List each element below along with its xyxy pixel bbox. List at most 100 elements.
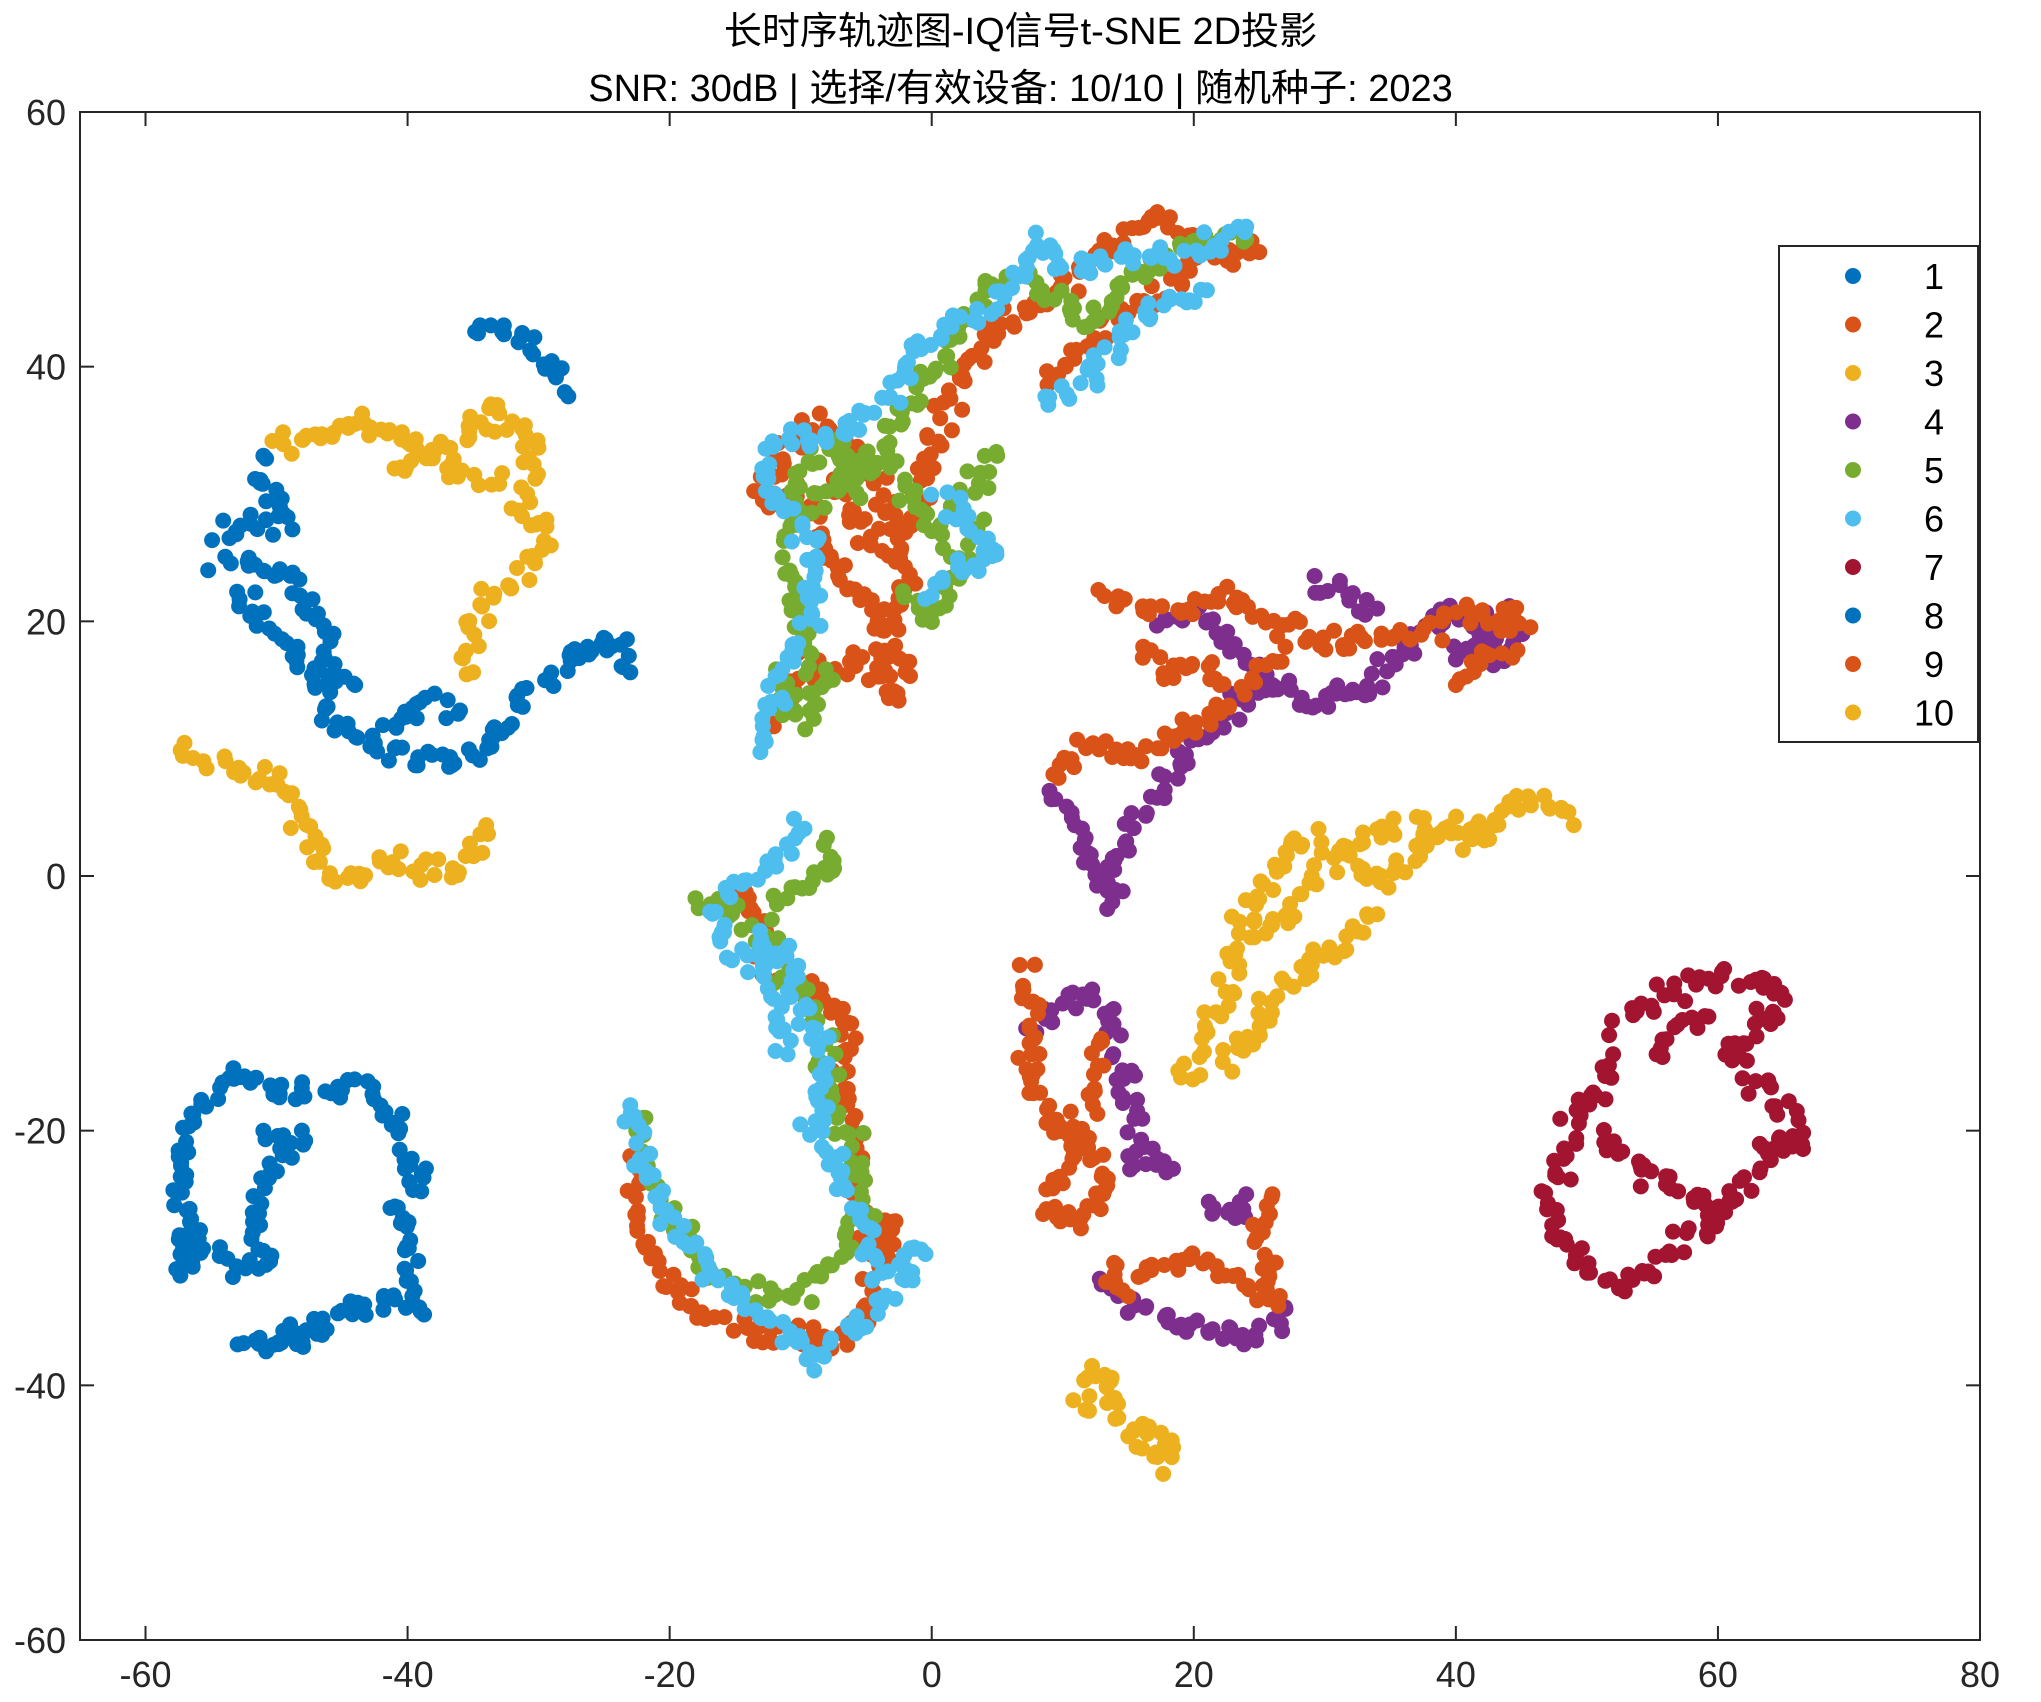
point-series-3	[283, 445, 300, 462]
point-series-6	[828, 1149, 845, 1166]
point-series-8	[304, 591, 321, 608]
point-series-1	[248, 1208, 264, 1225]
point-series-9	[1140, 606, 1157, 623]
point-series-8	[548, 369, 564, 386]
point-series-7	[1556, 1140, 1573, 1157]
point-series-10	[1313, 834, 1330, 851]
point-series-4	[1105, 1046, 1122, 1063]
point-series-10	[1355, 824, 1371, 841]
point-series-6	[1088, 370, 1105, 387]
point-series-7	[1605, 1046, 1622, 1063]
point-series-10	[1386, 826, 1403, 843]
point-series-10	[1388, 852, 1405, 869]
point-series-8	[452, 702, 468, 719]
point-series-5	[805, 710, 822, 727]
point-series-3	[481, 613, 498, 630]
point-series-4	[1068, 1000, 1084, 1017]
point-series-1	[224, 1269, 241, 1285]
point-series-7	[1740, 1085, 1757, 1102]
point-series-4	[1100, 1013, 1117, 1030]
point-series-8	[309, 605, 326, 622]
point-series-8	[266, 625, 283, 642]
point-series-5	[852, 490, 869, 507]
point-series-1	[394, 1106, 411, 1122]
point-series-4	[1090, 874, 1107, 891]
point-series-10	[1303, 956, 1320, 973]
point-series-8	[268, 481, 285, 498]
point-series-10	[1165, 1439, 1182, 1456]
point-series-6	[616, 1113, 633, 1130]
point-series-4	[1447, 651, 1464, 668]
point-series-6	[755, 963, 772, 980]
point-series-7	[1747, 1073, 1764, 1090]
point-series-4	[1112, 1027, 1129, 1044]
point-series-7	[1689, 1020, 1706, 1036]
point-series-7	[1547, 1164, 1564, 1181]
point-series-7	[1654, 1049, 1671, 1065]
point-series-1	[401, 1173, 418, 1190]
point-series-6	[1053, 259, 1070, 276]
point-series-10	[1432, 824, 1449, 841]
point-series-6	[1082, 265, 1099, 282]
point-series-6	[897, 1272, 914, 1289]
point-series-5	[780, 1287, 797, 1304]
point-series-2	[852, 513, 869, 530]
x-tick-label: -60	[120, 1654, 172, 1695]
point-series-8	[503, 716, 520, 732]
point-series-5	[818, 483, 835, 500]
y-tick-label: 20	[26, 601, 66, 642]
point-series-10	[1214, 1054, 1231, 1070]
point-series-8	[217, 548, 234, 565]
point-series-1	[261, 1155, 278, 1172]
point-series-6	[1173, 291, 1190, 308]
point-series-9	[1247, 674, 1263, 691]
point-series-8	[247, 471, 264, 487]
point-series-10	[1329, 864, 1346, 881]
point-series-3	[430, 851, 447, 868]
point-series-8	[394, 739, 411, 756]
point-series-4	[1344, 585, 1361, 602]
point-series-4	[1076, 831, 1093, 848]
point-series-7	[1680, 1220, 1697, 1237]
point-series-8	[289, 659, 306, 676]
series-7	[1533, 961, 1812, 1300]
point-series-5	[926, 364, 943, 380]
point-series-3	[511, 502, 527, 519]
point-series-8	[242, 515, 259, 532]
point-series-2	[992, 316, 1009, 332]
point-series-6	[887, 1290, 904, 1307]
point-series-2	[890, 528, 906, 545]
point-series-6	[711, 929, 728, 946]
point-series-6	[1096, 256, 1113, 272]
point-series-6	[1118, 311, 1134, 328]
point-series-5	[801, 658, 817, 675]
point-series-1	[346, 1071, 363, 1088]
point-series-9	[1032, 1084, 1049, 1101]
point-series-9	[1095, 1146, 1112, 1163]
point-series-4	[1308, 697, 1325, 714]
point-series-10	[1273, 970, 1290, 987]
point-series-4	[1158, 1307, 1175, 1324]
point-series-1	[168, 1261, 185, 1278]
point-series-6	[975, 551, 992, 568]
x-tick-label: 0	[922, 1654, 942, 1695]
point-series-6	[808, 1088, 825, 1105]
point-series-2	[919, 427, 936, 444]
point-series-6	[655, 1182, 671, 1199]
point-series-6	[880, 389, 897, 406]
point-series-10	[1487, 817, 1504, 834]
point-series-9	[1156, 1257, 1173, 1273]
point-series-5	[1114, 279, 1131, 296]
point-series-9	[1219, 578, 1236, 595]
point-series-3	[520, 450, 537, 467]
legend-label-5: 5	[1924, 450, 1944, 491]
point-series-7	[1666, 975, 1683, 992]
point-series-7	[1724, 1052, 1741, 1069]
point-series-6	[783, 533, 800, 550]
point-series-9	[1091, 741, 1108, 758]
point-series-3	[538, 518, 555, 535]
point-series-8	[347, 729, 364, 745]
point-series-8	[265, 526, 281, 543]
point-series-8	[618, 631, 635, 648]
point-series-8	[200, 562, 217, 579]
